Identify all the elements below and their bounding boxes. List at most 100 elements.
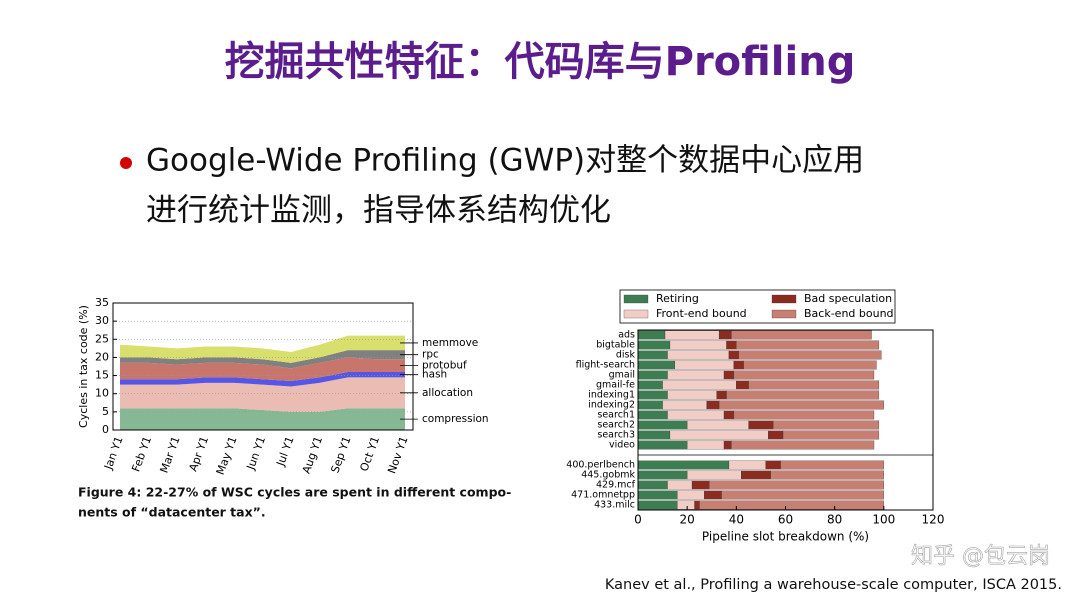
bar-segment	[637, 370, 668, 380]
bar-segment	[782, 430, 880, 440]
legend-label: Front-end bound	[656, 307, 747, 320]
bar-segment	[699, 500, 884, 510]
figure-caption: nents of “datacenter tax”.	[78, 505, 266, 520]
bar-segment	[637, 420, 688, 430]
bar-segment	[726, 390, 880, 400]
y-tick-label: gmail	[609, 370, 635, 381]
y-tick-label: 25	[95, 332, 109, 345]
x-axis-label: Pipeline slot breakdown (%)	[702, 530, 869, 544]
bar-segment	[637, 360, 676, 370]
y-tick-label: 429.mcf	[596, 480, 636, 491]
bar-segment	[718, 330, 732, 340]
series-label: protobuf	[422, 360, 467, 372]
series-label: memmove	[422, 337, 478, 349]
y-tick-label: 400.perlbench	[566, 460, 635, 471]
y-tick-label: 15	[95, 369, 109, 382]
area-band	[120, 335, 405, 363]
bar-segment	[768, 430, 784, 440]
bar-segment	[736, 380, 749, 390]
bar-segment	[736, 340, 880, 350]
bar-segment	[738, 350, 882, 360]
bar-segment	[637, 330, 666, 340]
bar-segment	[728, 350, 739, 360]
y-tick-label: 471.omnetpp	[571, 490, 635, 501]
x-tick-label: 0	[634, 513, 642, 527]
series-label: allocation	[422, 387, 473, 399]
bar-segment	[637, 480, 668, 490]
y-tick-label: 5	[102, 405, 109, 418]
series-label: compression	[422, 413, 489, 425]
bullet-dot	[120, 157, 132, 169]
y-tick-label: 445.gobmk	[581, 470, 635, 481]
legend-box	[619, 289, 896, 324]
bar-segment	[637, 490, 678, 500]
bar-segment	[667, 370, 725, 380]
figure-caption: Figure 4: 22-27% of WSC cycles are spent…	[78, 485, 511, 500]
y-tick-label: 20	[95, 350, 109, 363]
bar-segment	[723, 410, 735, 420]
bar-segment	[694, 500, 700, 510]
y-tick-label: video	[609, 440, 635, 451]
legend-label: Bad speculation	[804, 292, 892, 305]
y-tick-label: search3	[597, 430, 635, 441]
bar-segment	[664, 330, 720, 340]
bullet-line: Google-Wide Profiling (GWP)对整个数据中心应用	[146, 143, 864, 179]
bar-segment	[637, 430, 671, 440]
y-tick-label: 433.milc	[594, 500, 635, 511]
y-axis-label: Cycles in tax code (%)	[77, 305, 90, 428]
bar-segment	[637, 340, 671, 350]
bar-segment	[637, 470, 688, 480]
bar-segment	[677, 500, 695, 510]
x-tick-label: 120	[922, 513, 945, 527]
bar-segment	[687, 440, 725, 450]
x-tick-label: 100	[872, 513, 895, 527]
bar-segment	[780, 460, 884, 470]
bar-segment	[728, 460, 766, 470]
y-tick-label: search2	[597, 420, 635, 431]
bar-segment	[723, 370, 735, 380]
y-tick-label: 10	[95, 387, 109, 400]
bar-segment	[748, 380, 880, 390]
bar-segment	[743, 360, 877, 370]
bar-segment	[773, 420, 880, 430]
citation: Kanev et al., Profiling a warehouse-scal…	[605, 577, 1062, 593]
bar-segment	[687, 470, 742, 480]
legend-swatch	[771, 294, 797, 304]
bar-segment	[733, 410, 875, 420]
y-tick-label: bigtable	[596, 340, 635, 351]
y-tick-label: indexing1	[588, 390, 635, 401]
series-label: rpc	[422, 349, 439, 361]
y-tick-label: flight-search	[576, 360, 635, 371]
bar-segment	[674, 360, 735, 370]
y-tick-label: gmail-fe	[596, 380, 635, 391]
bar-segment	[704, 490, 722, 500]
watermark: 知乎 @包云岗	[911, 544, 1050, 569]
bar-segment	[687, 420, 749, 430]
legend-label: Back-end bound	[804, 307, 894, 320]
slide-title: 挖掘共性特征：代码库与Profiling	[225, 39, 856, 85]
bar-segment	[731, 440, 875, 450]
bar-segment	[662, 380, 737, 390]
bar-segment	[667, 390, 717, 400]
bar-segment	[667, 410, 725, 420]
bar-segment	[637, 440, 688, 450]
bar-segment	[637, 350, 668, 360]
x-tick-label: 80	[827, 513, 842, 527]
x-tick-label: 60	[778, 513, 793, 527]
bar-segment	[765, 460, 781, 470]
bar-segment	[637, 460, 730, 470]
bar-segment	[726, 340, 737, 350]
bar-segment	[669, 430, 769, 440]
bar-segment	[637, 380, 663, 390]
y-tick-label: search1	[597, 410, 635, 421]
bar-segment	[706, 400, 720, 410]
bar-segment	[741, 470, 771, 480]
legend-swatch	[623, 309, 649, 319]
bar-segment	[669, 340, 727, 350]
bar-segment	[721, 490, 884, 500]
y-tick-label: 30	[95, 314, 109, 327]
bar-segment	[691, 480, 710, 490]
y-tick-label: indexing2	[588, 400, 635, 411]
bar-segment	[637, 410, 668, 420]
